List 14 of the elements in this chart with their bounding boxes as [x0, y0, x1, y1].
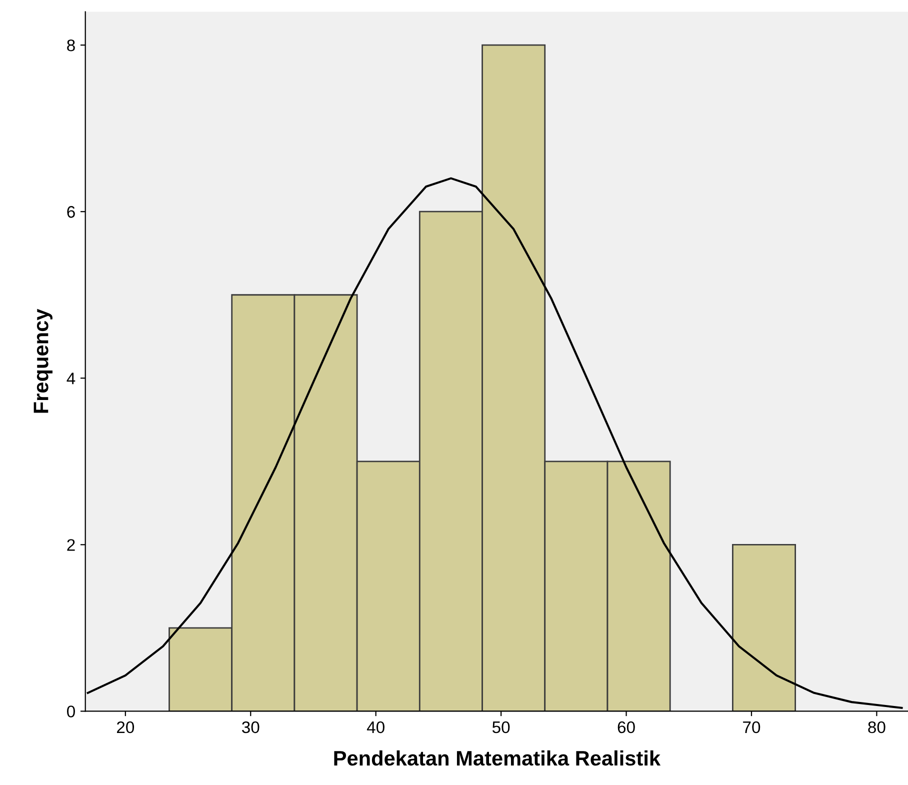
y-tick-label: 2: [67, 539, 75, 551]
x-tick-label: 60: [618, 721, 635, 734]
y-tick-label: 6: [67, 206, 75, 218]
x-tick-label: 40: [366, 721, 384, 734]
y-tick-label: 8: [67, 39, 75, 52]
x-tick-label: 50: [492, 721, 510, 734]
y-tick-label: 4: [66, 372, 76, 384]
y-axis-title: Frequency: [34, 308, 52, 413]
y-tick-label: 0: [67, 706, 75, 718]
x-tick-label: 70: [743, 721, 760, 734]
x-tick-label: 30: [242, 721, 260, 734]
x-axis-title: Pendekatan Matematika Realistik: [334, 750, 661, 766]
x-tick-label: 80: [868, 721, 886, 734]
x-tick-label: 20: [116, 721, 134, 734]
